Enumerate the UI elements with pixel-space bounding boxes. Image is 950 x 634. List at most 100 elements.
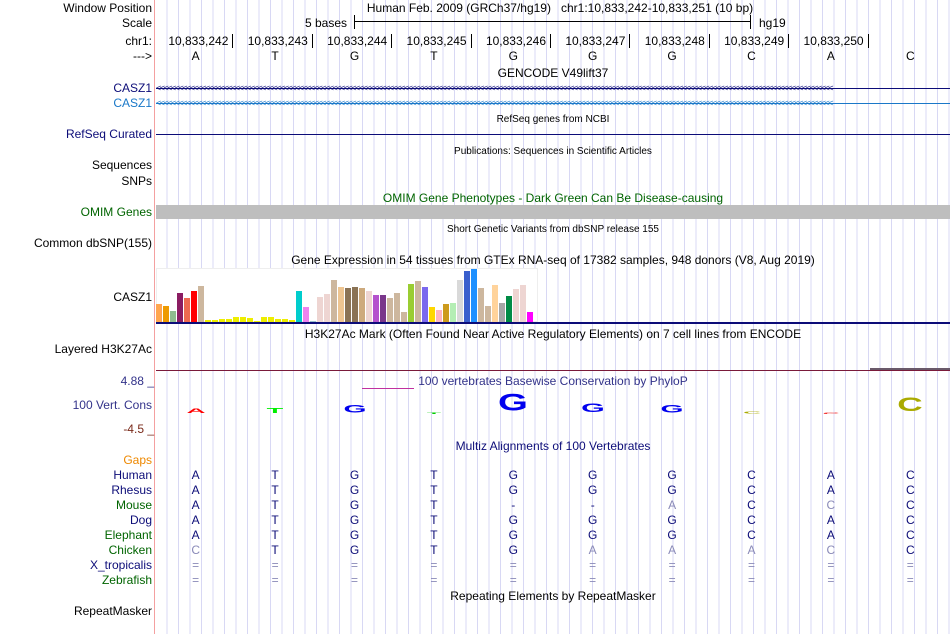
gtex-tissue-bar[interactable] xyxy=(338,287,344,322)
gtex-tissue-bar[interactable] xyxy=(366,291,372,322)
gtex-tissue-bar[interactable] xyxy=(184,298,190,322)
gtex-tissue-bar[interactable] xyxy=(506,296,512,322)
conservation-logo-letter: G xyxy=(580,401,605,415)
gtex-tissue-bar[interactable] xyxy=(429,307,435,322)
coordinate-tick: 10,833,242 xyxy=(165,34,234,48)
gencode-gene-label-1[interactable]: CASZ1 xyxy=(113,81,152,95)
gtex-tissue-bar[interactable] xyxy=(478,288,484,322)
species-label[interactable]: Rhesus xyxy=(111,483,152,497)
gtex-tissue-bar[interactable] xyxy=(324,294,330,322)
species-label[interactable]: Zebrafish xyxy=(101,573,152,587)
gtex-tissue-bar[interactable] xyxy=(401,312,407,322)
gtex-tissue-bar[interactable] xyxy=(436,310,442,322)
omim-gene-bar[interactable] xyxy=(156,205,950,219)
aligned-base: - xyxy=(590,498,595,512)
gtex-tissue-bar[interactable] xyxy=(177,293,183,322)
gtex-tissue-bar[interactable] xyxy=(422,287,428,322)
gtex-tissue-bar[interactable] xyxy=(198,286,204,322)
dbsnp-label[interactable]: Common dbSNP(155) xyxy=(33,236,152,250)
aligned-base: C xyxy=(191,543,201,557)
omim-label[interactable]: OMIM Genes xyxy=(80,205,152,219)
gtex-tissue-bar[interactable] xyxy=(359,288,365,322)
species-label[interactable]: X_tropicalis xyxy=(89,558,152,572)
coordinate-tick: 10,833,243 xyxy=(245,34,313,48)
gtex-tissue-bar[interactable] xyxy=(317,297,323,322)
repeatmasker-label[interactable]: RepeatMasker xyxy=(73,604,152,618)
refseq-label[interactable]: RefSeq Curated xyxy=(65,127,152,141)
sequences-label[interactable]: Sequences xyxy=(91,158,152,172)
aligned-base: = xyxy=(906,558,914,572)
snps-label[interactable]: SNPs xyxy=(121,174,152,188)
gtex-tissue-bar[interactable] xyxy=(212,320,218,322)
aligned-base: G xyxy=(667,468,677,482)
gtex-tissue-bar[interactable] xyxy=(240,317,246,322)
gene-strand-arrows-1[interactable]: <<<<<<<<<<<<<<<<<<<<<<<<<<<<<<<<<<<<<<<<… xyxy=(156,83,950,93)
gtex-tissue-bar[interactable] xyxy=(443,304,449,322)
gtex-gene-line xyxy=(156,322,950,324)
gtex-tissue-bar[interactable] xyxy=(380,295,386,322)
species-label[interactable]: Dog xyxy=(129,513,152,527)
species-label[interactable]: Human xyxy=(113,468,152,482)
gtex-tissue-bar[interactable] xyxy=(373,295,379,322)
gtex-tissue-bar[interactable] xyxy=(331,280,337,322)
gtex-tissue-bar[interactable] xyxy=(352,287,358,322)
gtex-tissue-bar[interactable] xyxy=(205,320,211,322)
gtex-tissue-bar[interactable] xyxy=(492,285,498,322)
gene-strand-arrows-2[interactable]: <<<<<<<<<<<<<<<<<<<<<<<<<<<<<<<<<<<<<<<<… xyxy=(156,98,950,108)
gtex-tissue-bar[interactable] xyxy=(233,317,239,322)
gtex-tissue-bar[interactable] xyxy=(450,303,456,322)
gtex-tissue-bar[interactable] xyxy=(513,289,519,322)
gtex-tissue-bar[interactable] xyxy=(268,317,274,322)
omim-title: OMIM Gene Phenotypes - Dark Green Can Be… xyxy=(382,191,724,205)
gtex-tissue-bar[interactable] xyxy=(499,303,505,322)
strand-label[interactable]: ---> xyxy=(133,49,152,63)
coordinate-tick: 10,833,245 xyxy=(404,34,472,48)
gtex-tissue-bar[interactable] xyxy=(275,319,281,322)
gtex-tissue-bar[interactable] xyxy=(247,318,253,322)
gtex-tissue-bar[interactable] xyxy=(170,311,176,322)
species-label[interactable]: Chicken xyxy=(108,543,152,557)
gtex-tissue-bar[interactable] xyxy=(296,291,302,322)
gtex-tissue-bar[interactable] xyxy=(527,312,533,322)
gtex-title: Gene Expression in 54 tissues from GTEx … xyxy=(291,253,815,267)
gtex-tissue-bar[interactable] xyxy=(457,280,463,322)
gtex-tissue-bar[interactable] xyxy=(289,320,295,322)
gtex-tissue-bar[interactable] xyxy=(303,307,309,322)
aligned-base: G xyxy=(508,513,518,527)
h3k27ac-label[interactable]: Layered H3K27Ac xyxy=(54,342,152,356)
gencode-gene-label-2[interactable]: CASZ1 xyxy=(113,96,152,110)
window-position-label: Window Position xyxy=(63,1,152,15)
gtex-tissue-bar[interactable] xyxy=(163,306,169,322)
conservation-logo-letter: C xyxy=(822,412,840,415)
gtex-tissue-bar[interactable] xyxy=(156,304,162,322)
species-label[interactable]: Mouse xyxy=(115,498,152,512)
aligned-base: = xyxy=(827,558,835,572)
gtex-tissue-bar[interactable] xyxy=(520,285,526,322)
scale-db: hg19 xyxy=(759,16,786,30)
gtex-tissue-bar[interactable] xyxy=(485,306,491,322)
gtex-tissue-bar[interactable] xyxy=(464,271,470,322)
gtex-tissue-bar[interactable] xyxy=(387,298,393,322)
gaps-label[interactable]: Gaps xyxy=(123,453,152,467)
gtex-tissue-bar[interactable] xyxy=(310,321,316,322)
gtex-tissue-bar[interactable] xyxy=(394,293,400,322)
gtex-tissue-bar[interactable] xyxy=(282,319,288,322)
phylop-label[interactable]: 100 Vert. Cons xyxy=(72,398,152,412)
species-label[interactable]: Elephant xyxy=(104,528,152,542)
gtex-tissue-bar[interactable] xyxy=(219,319,225,322)
coordinate-tick: 10,833,246 xyxy=(483,34,551,48)
gtex-tissue-bar[interactable] xyxy=(415,281,421,322)
gtex-tissue-bar[interactable] xyxy=(226,319,232,322)
gtex-tissue-bar[interactable] xyxy=(345,288,351,322)
gtex-tissue-bar[interactable] xyxy=(261,317,267,322)
refseq-gene-line[interactable] xyxy=(156,134,950,135)
gtex-tissue-bar[interactable] xyxy=(191,291,197,322)
gtex-tissue-bar[interactable] xyxy=(254,321,260,322)
gtex-tissue-bar[interactable] xyxy=(471,269,477,322)
gtex-tissue-bar[interactable] xyxy=(408,284,414,322)
aligned-base: C xyxy=(905,513,915,527)
gtex-label[interactable]: CASZ1 xyxy=(113,290,152,304)
aligned-base: C xyxy=(826,498,836,512)
aligned-base: C xyxy=(905,498,915,512)
aligned-base: G xyxy=(349,498,360,512)
